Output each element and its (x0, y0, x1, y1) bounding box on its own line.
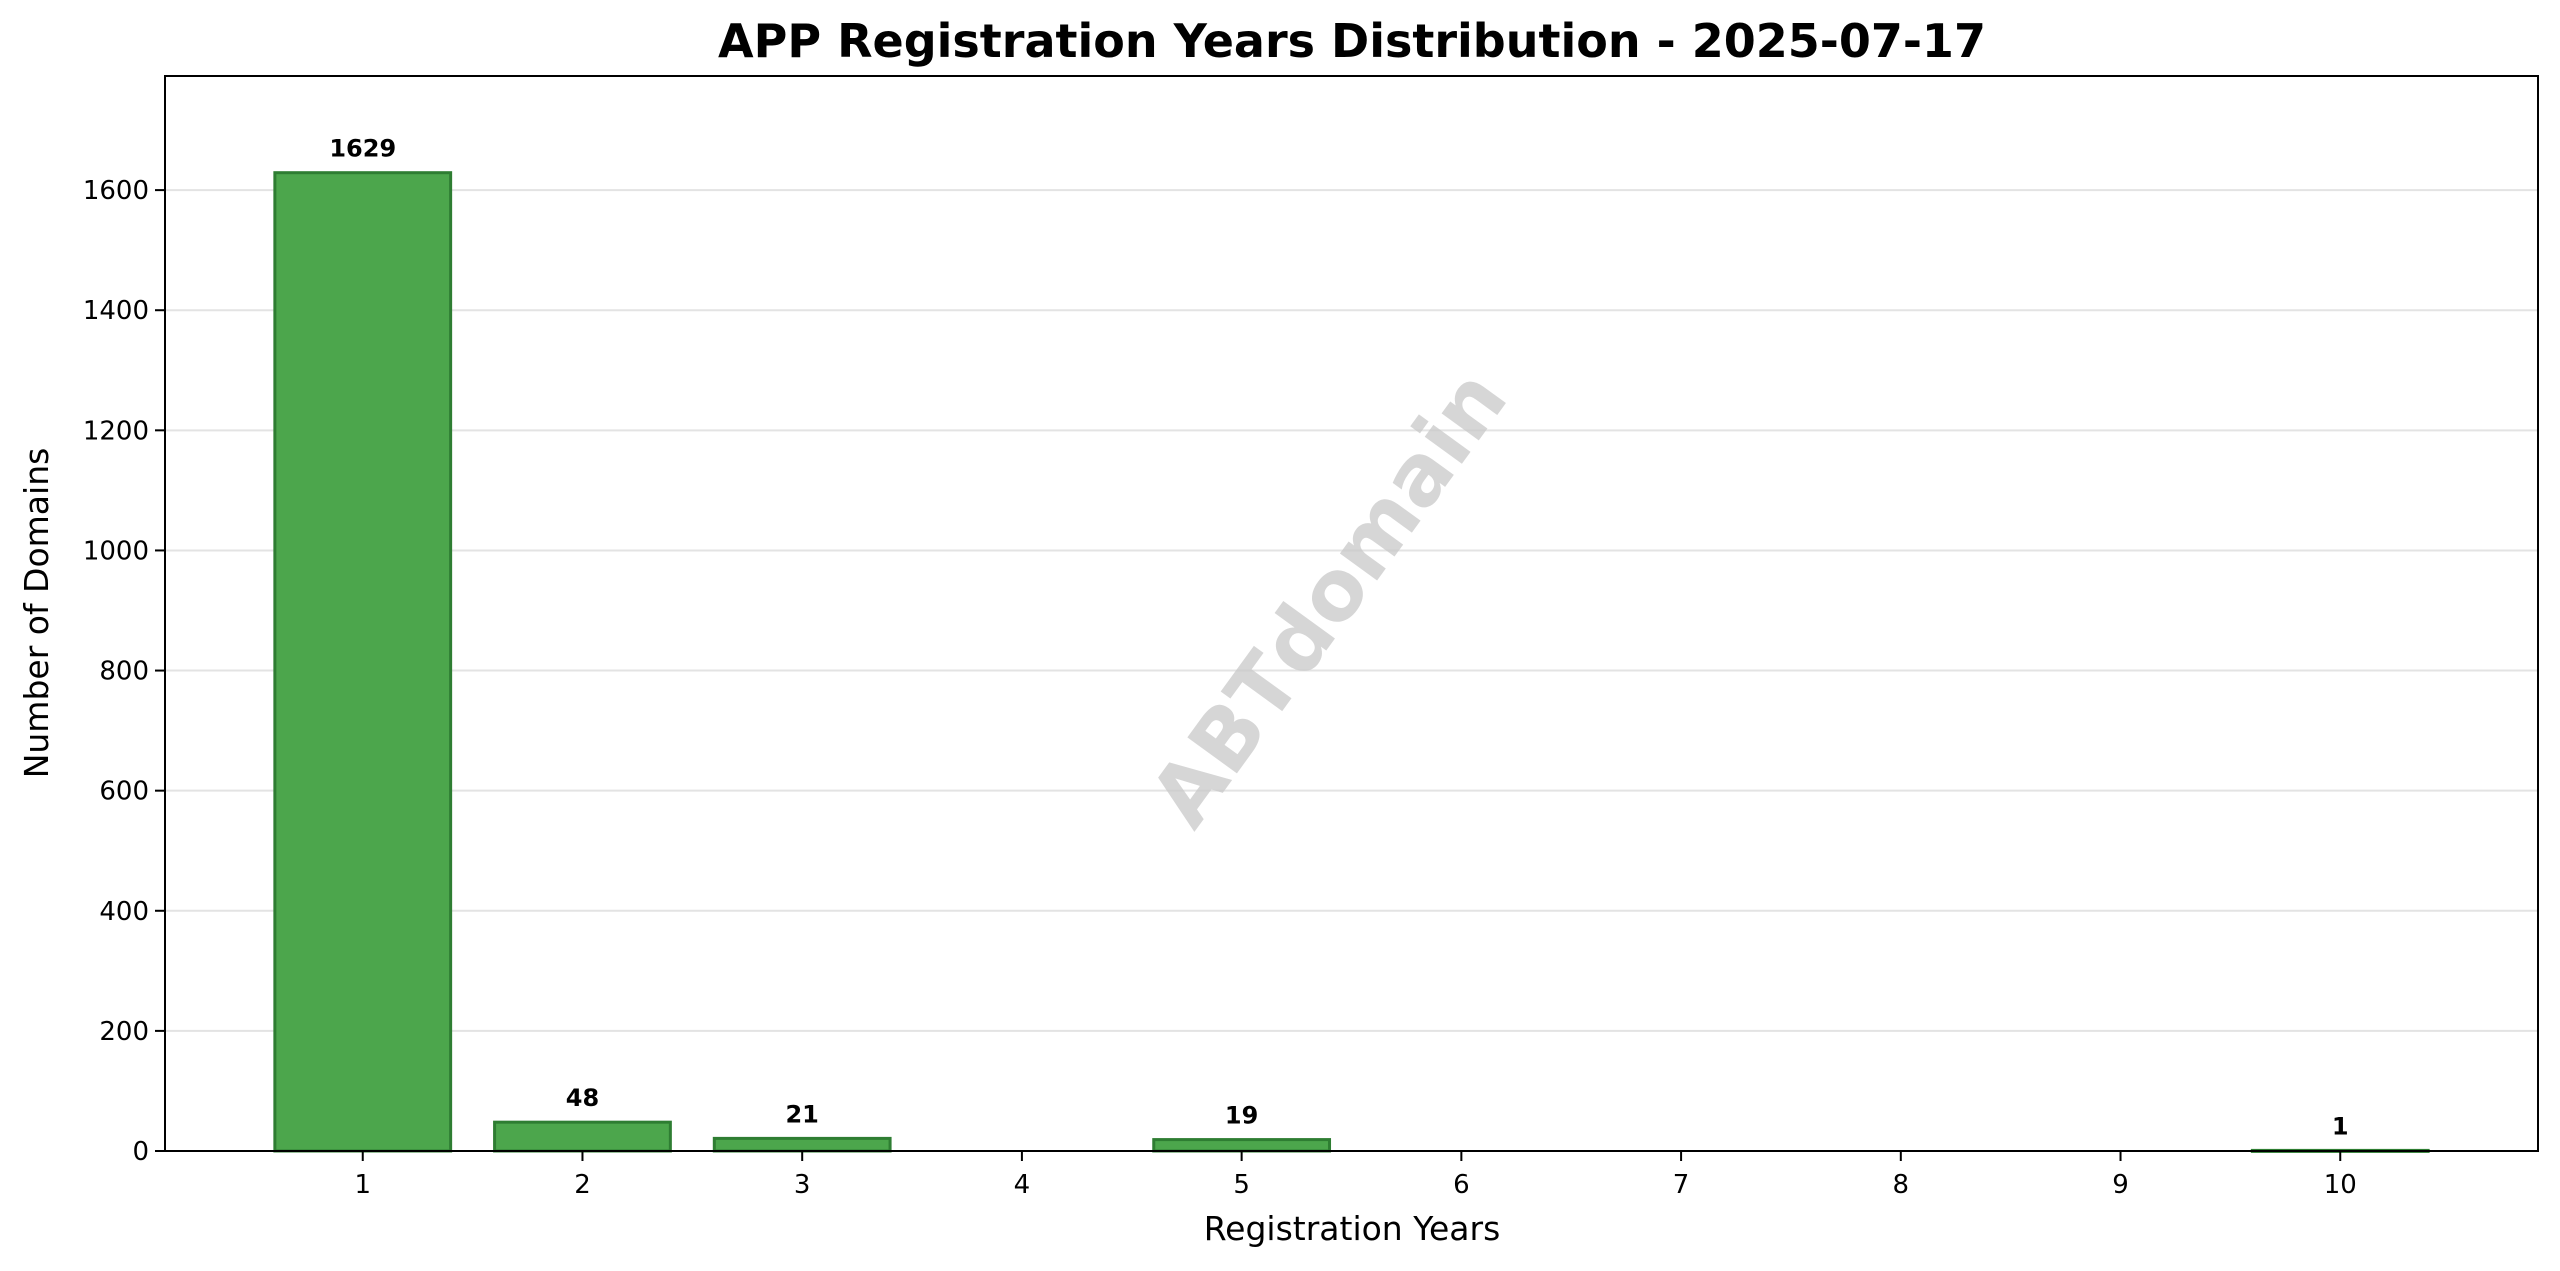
data-label-year-10: 1 (2332, 1112, 2349, 1140)
bars (273, 171, 2430, 1153)
x-tick-label: 10 (2324, 1170, 2357, 1200)
x-tick-label: 1 (354, 1170, 371, 1200)
y-tick-label: 200 (99, 1017, 149, 1047)
x-tick-label: 2 (574, 1170, 591, 1200)
x-tick-label: 6 (1453, 1170, 1470, 1200)
bar-year-2 (493, 1120, 672, 1153)
x-axis-label: Registration Years (1204, 1209, 1501, 1248)
y-tick-label: 800 (99, 657, 149, 687)
data-label-year-2: 48 (566, 1084, 599, 1112)
x-tick-label: 8 (1893, 1170, 1910, 1200)
x-tick-label: 4 (1014, 1170, 1031, 1200)
y-tick-label: 1600 (83, 176, 149, 206)
data-label-year-5: 19 (1225, 1102, 1258, 1130)
y-axis-label: Number of Domains (17, 448, 56, 779)
x-axis-ticks: 1 2 3 4 5 6 7 8 9 10 (354, 1151, 2357, 1200)
x-tick-label: 7 (1673, 1170, 1690, 1200)
y-axis-ticks: 0 200 400 600 800 1000 1200 1400 1600 (83, 176, 165, 1167)
bar-year-3 (712, 1136, 892, 1153)
bar-year-5 (1152, 1138, 1332, 1153)
y-gridlines (165, 189, 2538, 1032)
y-tick-label: 0 (132, 1137, 149, 1167)
chart-title: APP Registration Years Distribution - 20… (718, 14, 1986, 68)
x-tick-label: 3 (794, 1170, 811, 1200)
data-labels: 1629 48 21 19 1 (329, 135, 2348, 1141)
bar-year-1 (273, 171, 453, 1153)
y-tick-label: 400 (99, 897, 149, 927)
y-tick-label: 1400 (83, 296, 149, 326)
x-tick-label: 5 (1233, 1170, 1250, 1200)
data-label-year-3: 21 (785, 1100, 818, 1128)
plot-frame (164, 75, 2539, 1152)
data-label-year-1: 1629 (329, 135, 396, 163)
x-tick-label: 9 (2112, 1170, 2129, 1200)
y-tick-label: 600 (99, 777, 149, 807)
y-tick-label: 1200 (83, 416, 149, 446)
y-tick-label: 1000 (83, 536, 149, 566)
